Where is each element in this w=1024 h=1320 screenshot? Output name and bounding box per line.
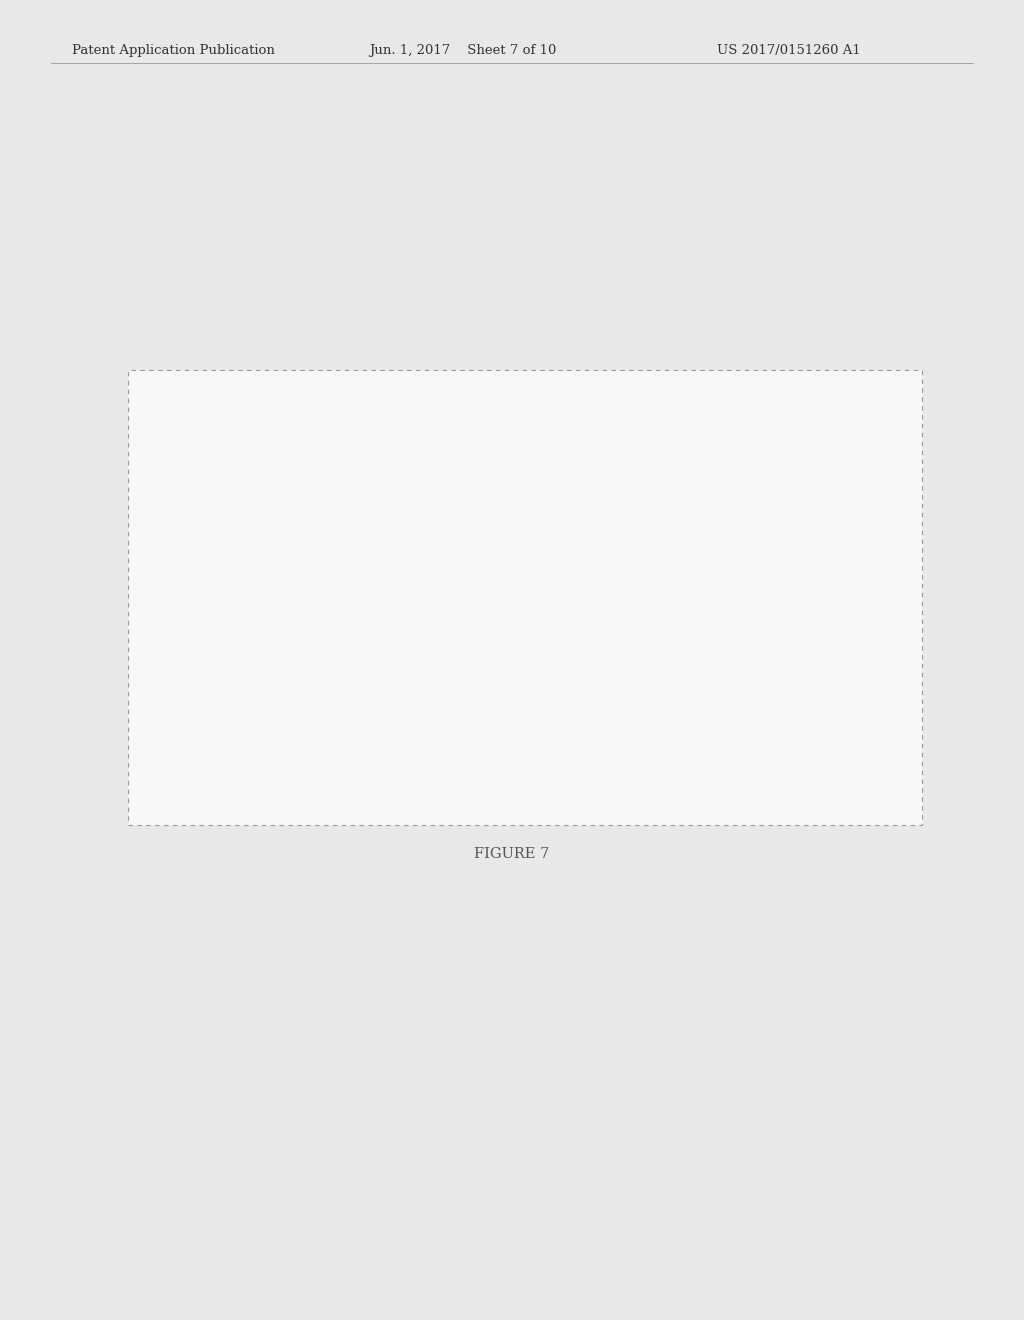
1 g x 30 mg/g	[772, 744, 784, 760]
1 g x 30 mg/g	[209, 744, 221, 760]
Line: 1 g x 30 mg/g: 1 g x 30 mg/g	[212, 434, 894, 755]
1 g x 30 mg/g	[547, 743, 559, 759]
Text: Patent Application Publication: Patent Application Publication	[72, 44, 274, 57]
1g x 8 mg/g	[659, 743, 672, 759]
0.5 g of 4mg/g	[294, 711, 306, 727]
1 g x 30 mg/g	[223, 429, 236, 445]
1g x 8 mg/g	[547, 743, 559, 759]
1 g x 30 mg/g	[238, 561, 250, 577]
1 g x 30 mg/g	[434, 743, 446, 759]
Line: 0.5 g of 4mg/g: 0.5 g of 4mg/g	[212, 702, 894, 755]
Title: Naloxone in dog plasma, (n=1, n=3 for 8mg): Naloxone in dog plasma, (n=1, n=3 for 8m…	[379, 400, 727, 414]
1 g x 30 mg/g	[885, 744, 897, 760]
1g x 8 mg/g	[322, 719, 334, 735]
1g x 8 mg/g	[209, 744, 221, 760]
1 g x 30 mg/g	[659, 744, 672, 760]
1 g x 30 mg/g	[251, 605, 263, 620]
Legend: 1 g x 30 mg/g, 1g x 8 mg/g, 0.5 g of 4mg/g: 1 g x 30 mg/g, 1g x 8 mg/g, 0.5 g of 4mg…	[731, 438, 864, 515]
X-axis label: Time (hours): Time (hours)	[512, 777, 594, 789]
1g x 8 mg/g	[434, 737, 446, 752]
0.5 g of 4mg/g	[772, 744, 784, 760]
0.5 g of 4mg/g	[659, 744, 672, 760]
1g x 8 mg/g	[238, 668, 250, 684]
1 g x 30 mg/g	[322, 734, 334, 750]
0.5 g of 4mg/g	[434, 741, 446, 756]
1g x 8 mg/g	[294, 704, 306, 719]
0.5 g of 4mg/g	[322, 725, 334, 741]
1g x 8 mg/g	[772, 744, 784, 760]
0.5 g of 4mg/g	[251, 697, 263, 713]
1 g x 30 mg/g	[294, 715, 306, 731]
Text: Jun. 1, 2017    Sheet 7 of 10: Jun. 1, 2017 Sheet 7 of 10	[369, 44, 556, 57]
Line: 1g x 8 mg/g: 1g x 8 mg/g	[212, 672, 894, 755]
1g x 8 mg/g	[251, 671, 263, 686]
1 g x 30 mg/g	[265, 664, 278, 680]
0.5 g of 4mg/g	[265, 701, 278, 717]
0.5 g of 4mg/g	[238, 708, 250, 723]
0.5 g of 4mg/g	[885, 744, 897, 760]
1g x 8 mg/g	[265, 678, 278, 694]
1g x 8 mg/g	[223, 686, 236, 702]
1g x 8 mg/g	[885, 744, 897, 760]
Y-axis label: Concentration (ng/ml): Concentration (ng/ml)	[166, 517, 179, 657]
Text: FIGURE 7: FIGURE 7	[474, 847, 550, 861]
Text: US 2017/0151260 A1: US 2017/0151260 A1	[717, 44, 860, 57]
0.5 g of 4mg/g	[223, 719, 236, 735]
0.5 g of 4mg/g	[209, 744, 221, 760]
0.5 g of 4mg/g	[547, 743, 559, 759]
